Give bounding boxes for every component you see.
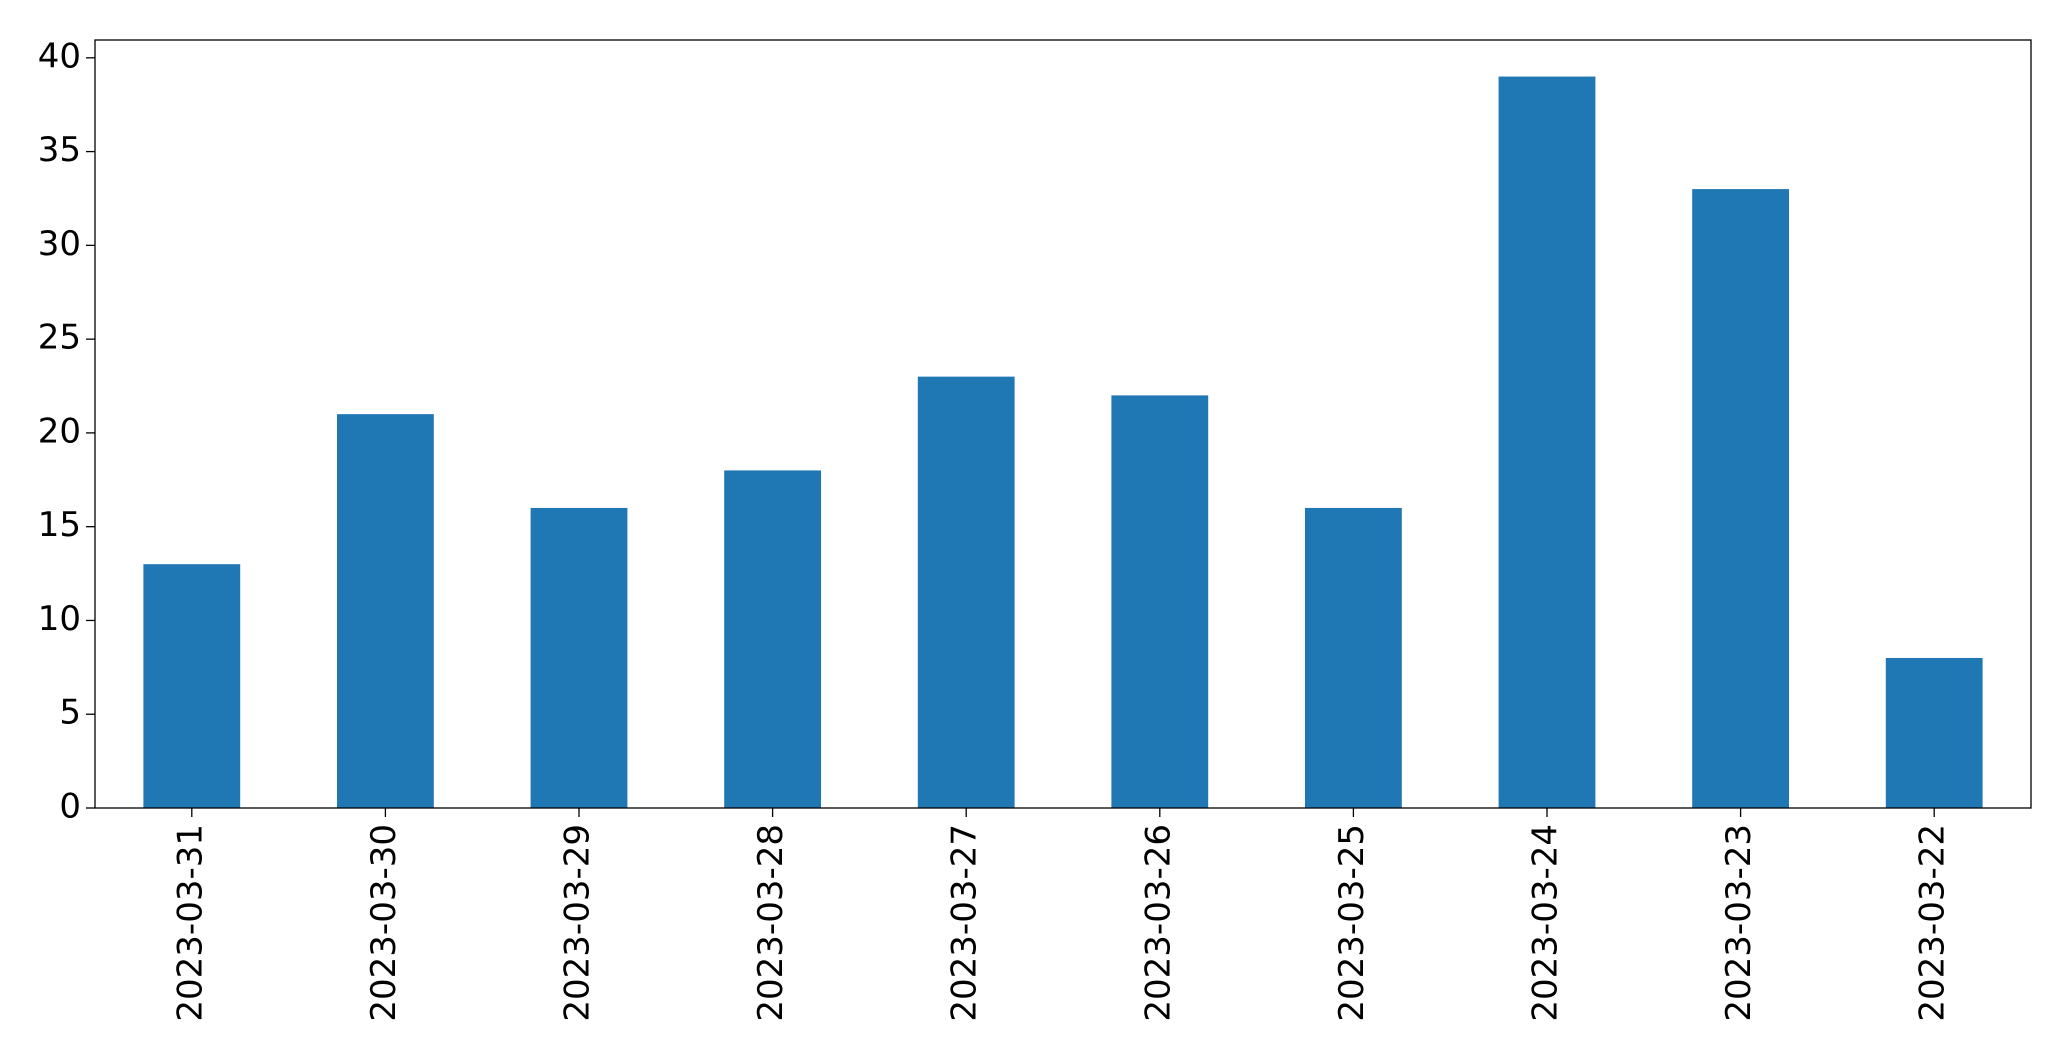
x-tick-label: 2023-03-31 (170, 824, 210, 1022)
y-tick-label: 25 (38, 318, 81, 358)
bar (1498, 76, 1596, 809)
x-tick-label: 2023-03-24 (1526, 824, 1566, 1022)
y-tick-label: 35 (38, 130, 81, 170)
y-tick-label: 40 (38, 36, 81, 76)
bar (724, 470, 821, 808)
x-tick-label: 2023-03-30 (364, 824, 404, 1022)
bar (1692, 189, 1789, 809)
x-tick-label: 2023-03-23 (1719, 824, 1759, 1022)
y-tick-label: 20 (38, 411, 81, 451)
bar (917, 376, 1015, 808)
bar (1111, 395, 1209, 808)
y-tick-label: 5 (59, 693, 81, 733)
bar (1885, 657, 1983, 808)
y-tick-label: 30 (38, 224, 81, 264)
bar (143, 564, 241, 808)
x-tick-label: 2023-03-25 (1332, 824, 1372, 1022)
x-tick-label: 2023-03-26 (1138, 824, 1178, 1022)
x-tick-label: 2023-03-29 (558, 824, 598, 1022)
x-tick-label: 2023-03-28 (751, 824, 791, 1022)
y-tick-label: 10 (38, 599, 81, 639)
y-tick-label: 15 (38, 505, 81, 545)
bar (1305, 507, 1402, 808)
y-tick-label: 0 (59, 787, 81, 827)
plot-frame (94, 39, 2032, 809)
bar (530, 507, 628, 808)
x-tick-label: 2023-03-27 (945, 824, 985, 1022)
bar (337, 414, 434, 808)
x-tick-label: 2023-03-22 (1913, 824, 1953, 1022)
